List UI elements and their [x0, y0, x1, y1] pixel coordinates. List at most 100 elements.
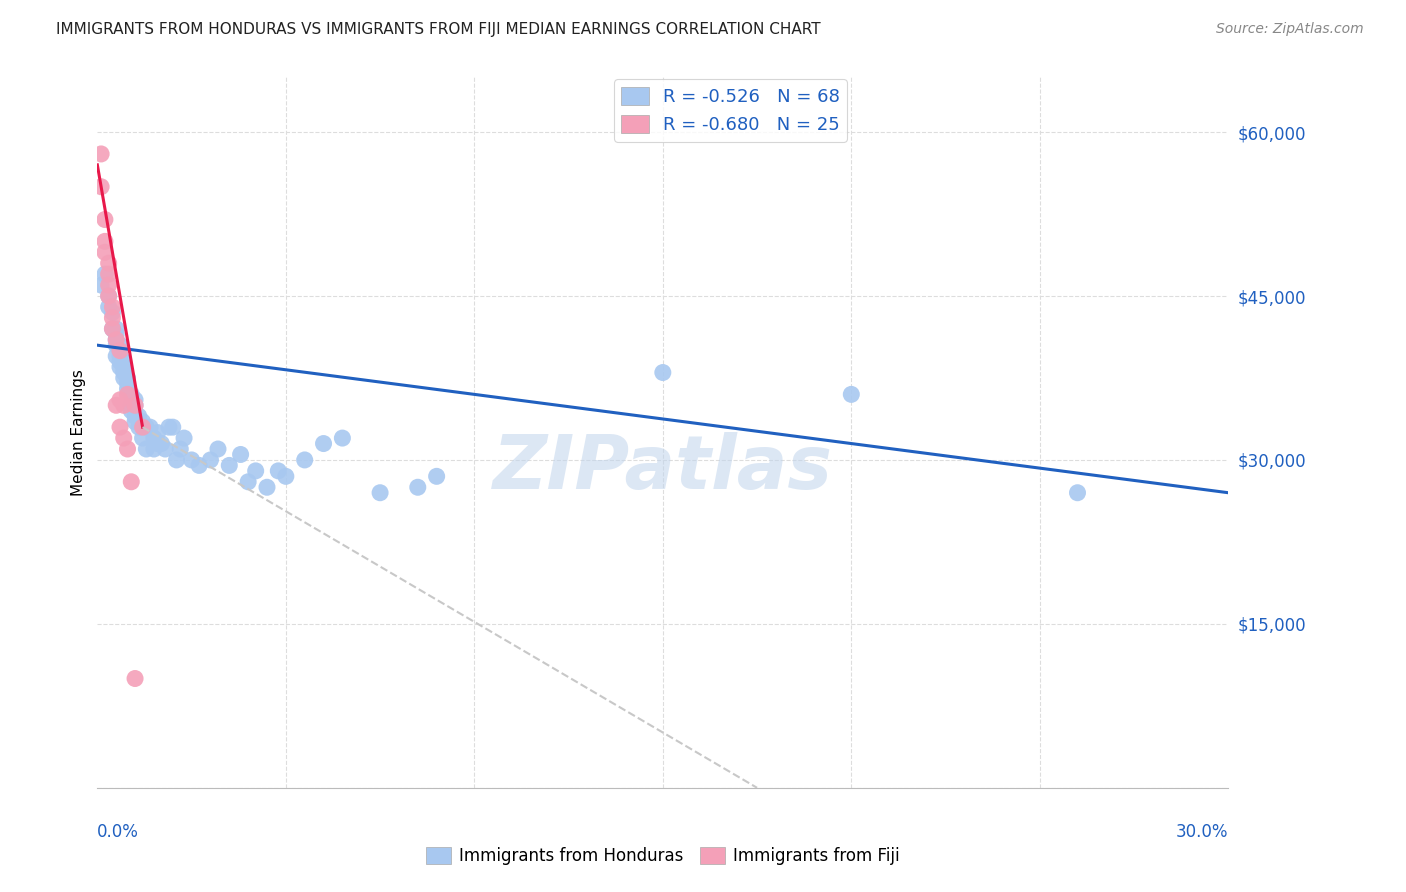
Point	[97, 267, 120, 281]
Point	[101, 300, 124, 314]
Point	[108, 338, 131, 352]
Point	[97, 256, 120, 270]
Point	[105, 327, 128, 342]
Point	[120, 387, 142, 401]
Point	[406, 480, 429, 494]
Point	[97, 289, 120, 303]
Text: 0.0%: 0.0%	[97, 823, 139, 841]
Point	[173, 431, 195, 445]
Point	[294, 453, 316, 467]
Point	[120, 398, 142, 412]
Point	[124, 392, 146, 407]
Text: ZIPatlas: ZIPatlas	[494, 432, 832, 505]
Point	[112, 431, 135, 445]
Point	[256, 480, 278, 494]
Point	[94, 267, 117, 281]
Point	[90, 278, 112, 293]
Point	[651, 366, 673, 380]
Point	[169, 442, 191, 456]
Point	[162, 420, 184, 434]
Point	[101, 305, 124, 319]
Text: 30.0%: 30.0%	[1175, 823, 1229, 841]
Point	[312, 436, 335, 450]
Point	[105, 322, 128, 336]
Point	[112, 371, 135, 385]
Point	[124, 398, 146, 412]
Point	[105, 333, 128, 347]
Point	[97, 278, 120, 293]
Point	[112, 359, 135, 374]
Point	[117, 382, 139, 396]
Point	[142, 442, 165, 456]
Point	[229, 448, 252, 462]
Point	[128, 409, 150, 424]
Point	[94, 245, 117, 260]
Point	[97, 300, 120, 314]
Point	[155, 442, 177, 456]
Point	[124, 672, 146, 686]
Point	[90, 179, 112, 194]
Point	[120, 475, 142, 489]
Point	[124, 398, 146, 412]
Text: IMMIGRANTS FROM HONDURAS VS IMMIGRANTS FROM FIJI MEDIAN EARNINGS CORRELATION CHA: IMMIGRANTS FROM HONDURAS VS IMMIGRANTS F…	[56, 22, 821, 37]
Point	[131, 415, 153, 429]
Point	[94, 212, 117, 227]
Point	[188, 458, 211, 473]
Point	[332, 431, 354, 445]
Point	[120, 403, 142, 417]
Point	[166, 453, 188, 467]
Point	[108, 349, 131, 363]
Point	[128, 420, 150, 434]
Point	[150, 436, 173, 450]
Point	[274, 469, 297, 483]
Point	[146, 425, 169, 440]
Point	[124, 409, 146, 424]
Point	[105, 398, 128, 412]
Point	[108, 343, 131, 358]
Point	[90, 147, 112, 161]
Point	[839, 387, 862, 401]
Point	[105, 338, 128, 352]
Point	[426, 469, 449, 483]
Text: Source: ZipAtlas.com: Source: ZipAtlas.com	[1216, 22, 1364, 37]
Point	[157, 420, 180, 434]
Point	[112, 366, 135, 380]
Point	[267, 464, 290, 478]
Point	[108, 359, 131, 374]
Point	[131, 420, 153, 434]
Point	[112, 398, 135, 412]
Point	[117, 376, 139, 391]
Point	[105, 349, 128, 363]
Point	[218, 458, 240, 473]
Point	[124, 415, 146, 429]
Point	[108, 420, 131, 434]
Point	[142, 431, 165, 445]
Point	[97, 289, 120, 303]
Point	[94, 235, 117, 249]
Point	[236, 475, 259, 489]
Point	[101, 310, 124, 325]
Point	[146, 436, 169, 450]
Point	[108, 392, 131, 407]
Point	[135, 420, 157, 434]
Point	[112, 354, 135, 368]
Point	[245, 464, 267, 478]
Legend: R = -0.526   N = 68, R = -0.680   N = 25: R = -0.526 N = 68, R = -0.680 N = 25	[614, 79, 846, 142]
Point	[108, 354, 131, 368]
Point	[131, 431, 153, 445]
Point	[1066, 485, 1088, 500]
Point	[200, 453, 222, 467]
Y-axis label: Median Earnings: Median Earnings	[72, 369, 86, 496]
Point	[108, 343, 131, 358]
Point	[180, 453, 202, 467]
Point	[207, 442, 229, 456]
Point	[139, 420, 162, 434]
Point	[117, 442, 139, 456]
Point	[117, 387, 139, 401]
Point	[368, 485, 391, 500]
Point	[101, 322, 124, 336]
Point	[101, 322, 124, 336]
Point	[135, 442, 157, 456]
Point	[105, 333, 128, 347]
Point	[117, 371, 139, 385]
